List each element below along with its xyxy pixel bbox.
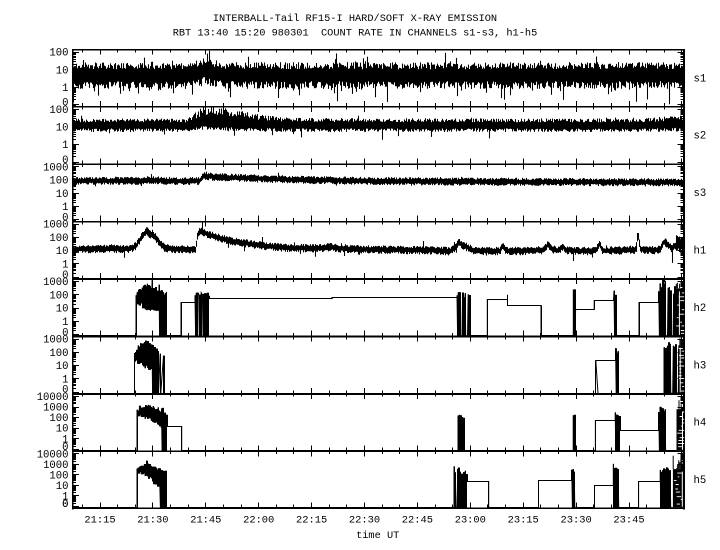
svg-text:0: 0 — [62, 98, 68, 110]
svg-text:10: 10 — [56, 481, 69, 493]
svg-text:100: 100 — [49, 233, 68, 245]
svg-text:23:15: 23:15 — [508, 515, 539, 527]
svg-text:0: 0 — [62, 212, 68, 224]
svg-text:1000: 1000 — [43, 460, 68, 472]
svg-text:0: 0 — [62, 385, 68, 397]
svg-text:0: 0 — [62, 327, 68, 339]
svg-text:s2: s2 — [694, 131, 707, 143]
svg-text:100: 100 — [49, 105, 68, 117]
svg-text:22:45: 22:45 — [402, 515, 433, 527]
svg-text:100: 100 — [49, 413, 68, 425]
svg-text:10: 10 — [56, 424, 69, 436]
svg-text:h2: h2 — [694, 303, 707, 315]
svg-text:100: 100 — [49, 48, 68, 60]
svg-text:23:30: 23:30 — [561, 515, 592, 527]
svg-text:1: 1 — [62, 140, 68, 152]
svg-text:10: 10 — [56, 304, 69, 316]
svg-text:1000: 1000 — [43, 277, 68, 289]
svg-text:10000: 10000 — [37, 449, 69, 461]
svg-text:h1: h1 — [694, 245, 707, 257]
svg-text:10: 10 — [56, 189, 69, 201]
svg-text:0: 0 — [62, 499, 68, 511]
svg-text:1: 1 — [62, 374, 68, 386]
svg-text:1000: 1000 — [43, 162, 68, 174]
svg-text:22:00: 22:00 — [243, 515, 274, 527]
svg-text:1: 1 — [62, 317, 68, 329]
svg-text:1: 1 — [62, 434, 68, 446]
svg-text:0: 0 — [62, 442, 68, 454]
svg-text:s3: s3 — [694, 188, 707, 200]
svg-text:1: 1 — [62, 491, 68, 503]
svg-text:21:30: 21:30 — [137, 515, 168, 527]
svg-text:s1: s1 — [694, 73, 707, 85]
svg-text:22:15: 22:15 — [296, 515, 327, 527]
svg-text:10: 10 — [56, 361, 69, 373]
svg-text:1000: 1000 — [43, 335, 68, 347]
svg-text:0: 0 — [62, 270, 68, 282]
svg-text:10: 10 — [56, 246, 69, 258]
svg-text:100: 100 — [49, 290, 68, 302]
svg-text:1: 1 — [62, 259, 68, 271]
svg-text:10000: 10000 — [37, 392, 69, 404]
svg-text:h3: h3 — [694, 360, 707, 372]
svg-text:100: 100 — [49, 176, 68, 188]
svg-text:1: 1 — [62, 83, 68, 95]
svg-text:0: 0 — [62, 155, 68, 167]
svg-text:RBT 13:40 15:20 980301 COUNT: RBT 13:40 15:20 980301 COUNT RATE IN CHA… — [173, 28, 538, 40]
svg-text:21:15: 21:15 — [84, 515, 115, 527]
svg-text:1000: 1000 — [43, 220, 68, 232]
svg-text:0: 0 — [62, 499, 68, 511]
svg-text:h4: h4 — [694, 418, 707, 430]
svg-text:22:30: 22:30 — [349, 515, 380, 527]
svg-text:INTERBALL-Tail RF15-I HARD/SOF: INTERBALL-Tail RF15-I HARD/SOFT X-RAY EM… — [213, 13, 497, 25]
svg-text:21:45: 21:45 — [190, 515, 221, 527]
svg-text:100: 100 — [49, 348, 68, 360]
svg-text:23:00: 23:00 — [455, 515, 486, 527]
svg-text:1: 1 — [62, 202, 68, 214]
svg-text:h5: h5 — [694, 475, 707, 487]
svg-text:23:45: 23:45 — [613, 515, 644, 527]
svg-text:1000: 1000 — [43, 403, 68, 415]
svg-text:time UT: time UT — [356, 530, 399, 542]
svg-text:100: 100 — [49, 470, 68, 482]
svg-text:10: 10 — [56, 123, 69, 135]
svg-text:10: 10 — [56, 65, 69, 77]
